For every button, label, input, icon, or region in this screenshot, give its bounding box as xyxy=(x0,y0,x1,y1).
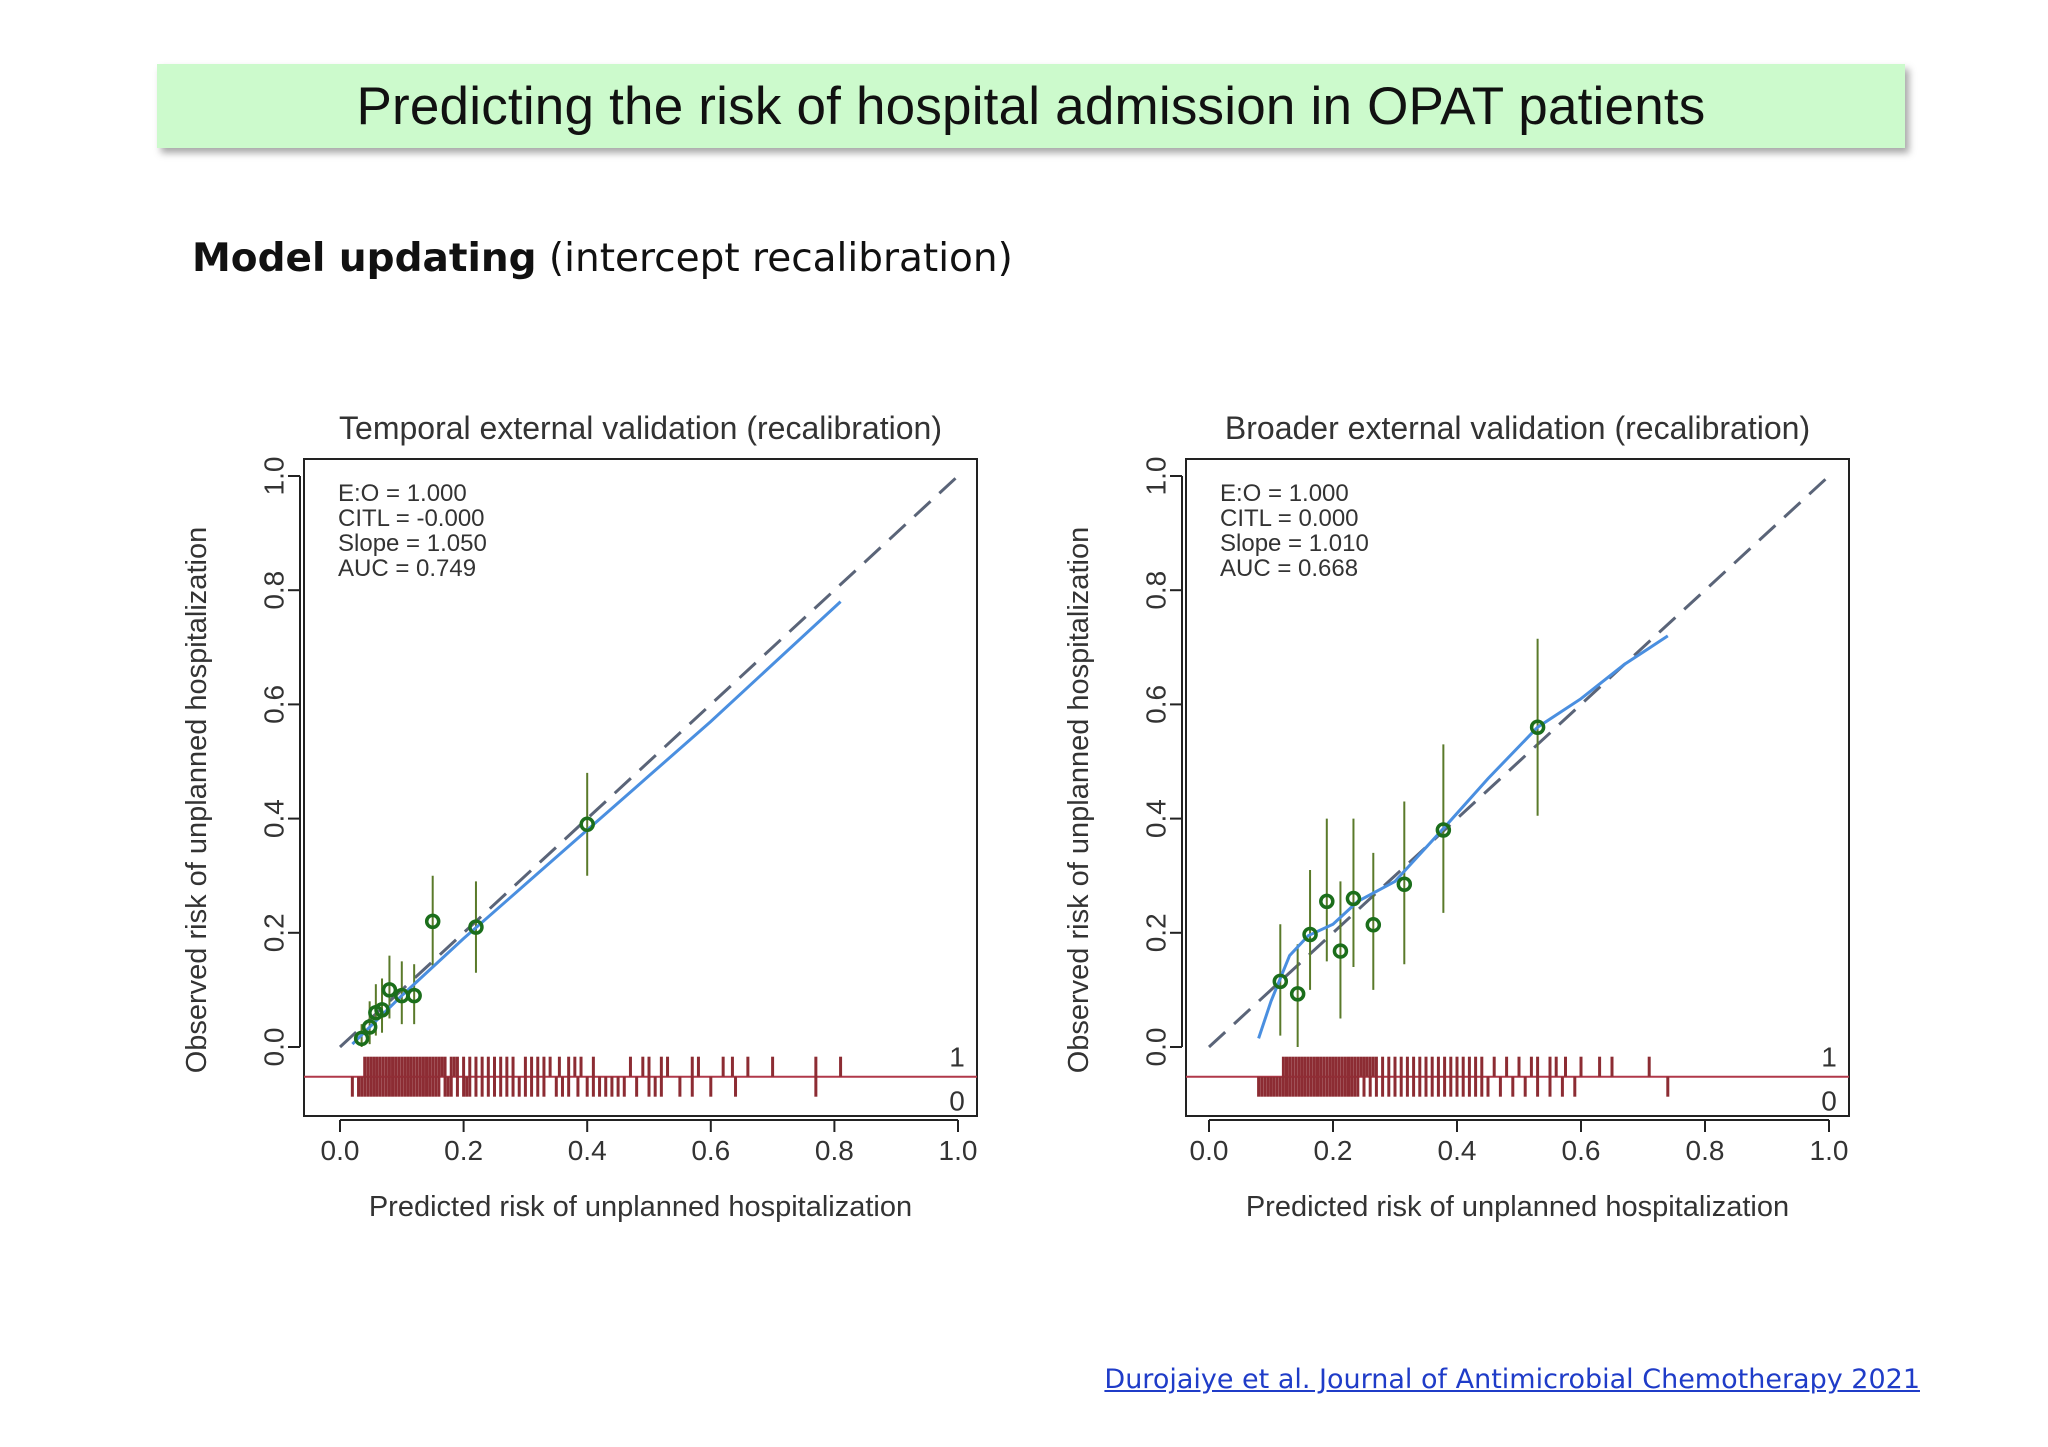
y-axis-label: Observed risk of unplanned hospitalizati… xyxy=(181,527,213,1074)
x-tick-label: 0.6 xyxy=(691,1135,730,1166)
data-point xyxy=(1435,822,1452,838)
calibration-curve xyxy=(1257,634,1669,1039)
title-banner: Predicting the risk of hospital admissio… xyxy=(157,64,1905,148)
data-point xyxy=(1272,973,1289,990)
data-point xyxy=(468,919,484,935)
y-tick-label: 0.0 xyxy=(258,1028,289,1067)
ideal-diagonal xyxy=(1207,474,1831,1049)
stat-annotation: Slope = 1.010 xyxy=(1220,530,1369,557)
x-tick-label: 0.2 xyxy=(1314,1135,1353,1166)
stat-annotation: AUC = 0.668 xyxy=(1220,555,1358,582)
data-point xyxy=(1302,926,1318,943)
x-tick-label: 0.8 xyxy=(815,1135,854,1166)
rug-label-events: 1 xyxy=(1821,1042,1837,1073)
stat-annotation: Slope = 1.050 xyxy=(338,530,487,557)
x-tick-label: 0.0 xyxy=(321,1135,360,1166)
stat-annotation: E:O = 1.000 xyxy=(338,480,467,507)
stat-annotation: AUC = 0.749 xyxy=(338,555,476,582)
data-point xyxy=(1345,890,1362,907)
y-tick-label: 1.0 xyxy=(258,457,289,496)
ideal-diagonal xyxy=(338,474,960,1049)
x-tick-label: 1.0 xyxy=(1810,1135,1849,1166)
data-point xyxy=(1332,943,1349,959)
data-point xyxy=(1396,876,1413,893)
data-point xyxy=(374,1002,390,1018)
y-tick-label: 0.4 xyxy=(258,799,289,838)
plot-frame xyxy=(303,458,978,1117)
x-tick-label: 1.0 xyxy=(939,1135,978,1166)
data-point xyxy=(381,982,398,998)
rug-label-events: 1 xyxy=(949,1042,965,1073)
x-tick-label: 0.4 xyxy=(1438,1135,1477,1166)
citation-link[interactable]: Durojaiye et al. Journal of Antimicrobia… xyxy=(1104,1364,1920,1395)
subtitle-bold: Model updating xyxy=(192,236,537,281)
chart-title: Temporal external validation (recalibrat… xyxy=(339,410,942,446)
x-tick-label: 0.6 xyxy=(1562,1135,1601,1166)
y-tick-label: 0.6 xyxy=(258,685,289,724)
calibration-plot-2: Broader external validation (recalibrati… xyxy=(1063,410,1850,1223)
data-point xyxy=(406,987,422,1004)
stat-annotation: CITL = -0.000 xyxy=(338,505,485,532)
calibration-curve xyxy=(351,600,842,1046)
data-point xyxy=(1365,917,1382,933)
y-tick-label: 0.8 xyxy=(258,571,289,610)
data-point xyxy=(353,1030,370,1047)
y-axis-label: Observed risk of unplanned hospitalizati… xyxy=(1063,527,1095,1074)
plot-frame xyxy=(1185,458,1850,1117)
stat-annotation: CITL = 0.000 xyxy=(1220,505,1359,532)
rug-label-nonevents: 0 xyxy=(1821,1086,1837,1117)
x-tick-label: 0.8 xyxy=(1686,1135,1725,1166)
x-tick-label: 0.4 xyxy=(568,1135,607,1166)
subtitle-rest: (intercept recalibration) xyxy=(536,236,1013,281)
x-axis-label: Predicted risk of unplanned hospitalizat… xyxy=(369,1191,912,1223)
x-tick-label: 0.0 xyxy=(1190,1135,1229,1166)
y-tick-label: 0.6 xyxy=(1140,685,1171,724)
x-axis-label: Predicted risk of unplanned hospitalizat… xyxy=(1246,1191,1789,1223)
y-tick-label: 0.0 xyxy=(1140,1028,1171,1067)
data-point xyxy=(579,816,595,833)
y-tick-label: 1.0 xyxy=(1140,457,1171,496)
chart-title: Broader external validation (recalibrati… xyxy=(1225,410,1810,446)
data-point xyxy=(424,913,441,930)
rug-label-nonevents: 0 xyxy=(949,1086,965,1117)
page-title: Predicting the risk of hospital admissio… xyxy=(356,76,1706,136)
y-tick-label: 0.4 xyxy=(1140,799,1171,838)
calibration-plot-1: Temporal external validation (recalibrat… xyxy=(181,410,978,1223)
x-tick-label: 0.2 xyxy=(444,1135,483,1166)
slide-subtitle: Model updating (intercept recalibration) xyxy=(192,236,1013,281)
data-point xyxy=(1289,986,1306,1002)
stat-annotation: E:O = 1.000 xyxy=(1220,480,1349,507)
data-point xyxy=(1529,719,1546,735)
data-point xyxy=(361,1019,378,1035)
y-tick-label: 0.2 xyxy=(1140,913,1171,952)
y-tick-label: 0.8 xyxy=(1140,571,1171,610)
data-point xyxy=(1319,893,1335,910)
y-tick-label: 0.2 xyxy=(258,913,289,952)
